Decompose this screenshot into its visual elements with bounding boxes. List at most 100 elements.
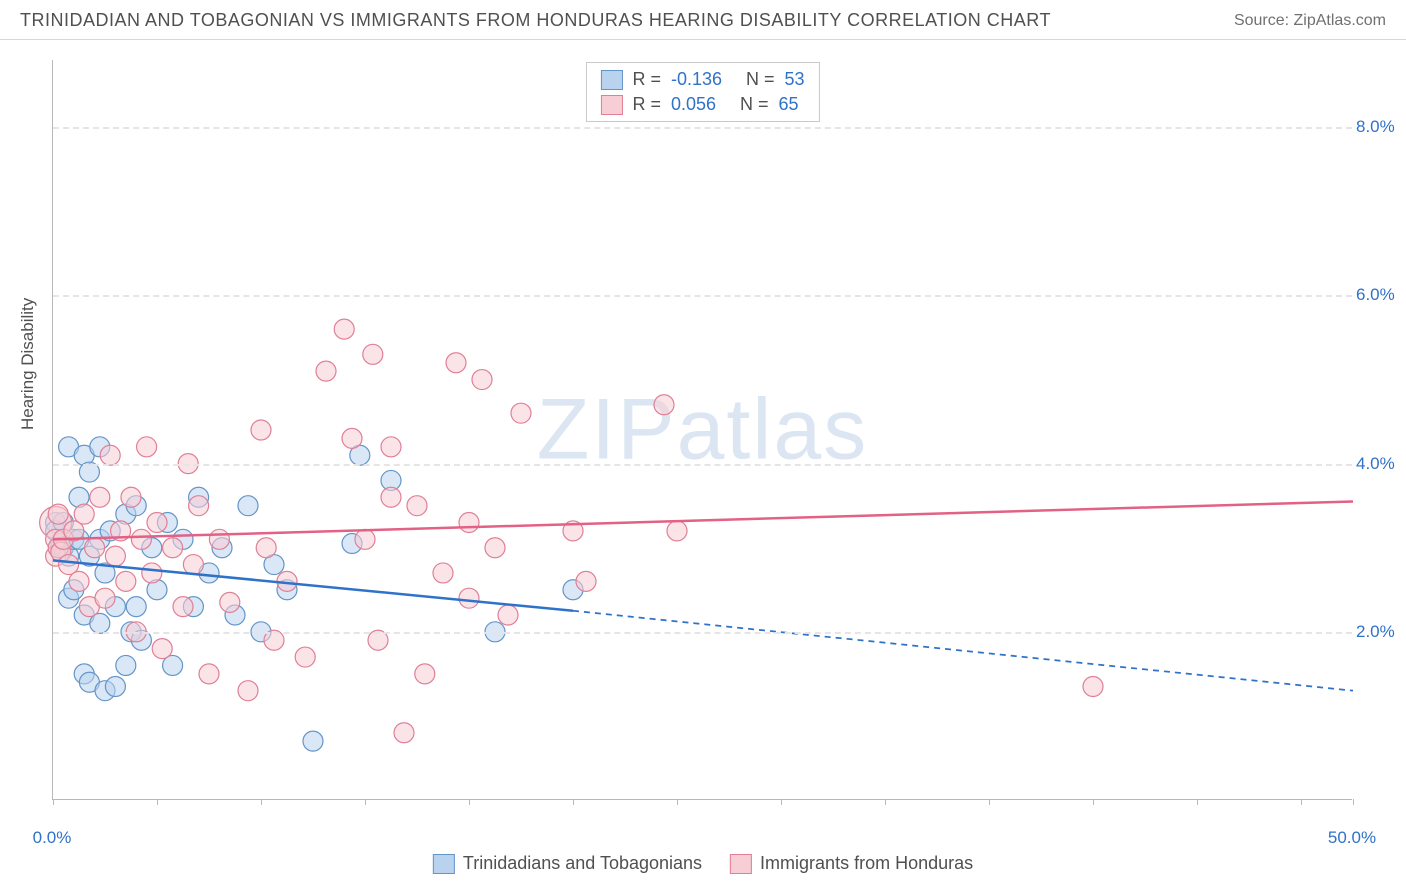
data-point bbox=[316, 361, 336, 381]
x-tick bbox=[261, 799, 262, 805]
data-point bbox=[85, 538, 105, 558]
x-tick bbox=[53, 799, 54, 805]
data-point bbox=[199, 664, 219, 684]
legend-label: Trinidadians and Tobagonians bbox=[463, 853, 702, 874]
data-point bbox=[69, 571, 89, 591]
x-tick bbox=[781, 799, 782, 805]
y-tick-label: 4.0% bbox=[1356, 454, 1406, 474]
legend-swatch bbox=[600, 95, 622, 115]
y-axis-label: Hearing Disability bbox=[18, 298, 38, 430]
data-point bbox=[667, 521, 687, 541]
data-point bbox=[446, 353, 466, 373]
data-point bbox=[303, 731, 323, 751]
x-tick bbox=[885, 799, 886, 805]
data-point bbox=[363, 344, 383, 364]
legend-swatch bbox=[433, 854, 455, 874]
y-tick-label: 2.0% bbox=[1356, 622, 1406, 642]
data-point bbox=[433, 563, 453, 583]
data-point bbox=[163, 538, 183, 558]
data-point bbox=[511, 403, 531, 423]
data-point bbox=[105, 546, 125, 566]
data-point bbox=[251, 420, 271, 440]
data-point bbox=[137, 437, 157, 457]
data-point bbox=[238, 681, 258, 701]
stat-r-value: 0.056 bbox=[671, 94, 716, 115]
data-point bbox=[407, 496, 427, 516]
legend-swatch bbox=[730, 854, 752, 874]
bottom-legend: Trinidadians and Tobagonians Immigrants f… bbox=[433, 853, 973, 874]
data-point bbox=[459, 588, 479, 608]
y-tick-label: 8.0% bbox=[1356, 117, 1406, 137]
data-point bbox=[334, 319, 354, 339]
data-point bbox=[415, 664, 435, 684]
y-tick-label: 6.0% bbox=[1356, 285, 1406, 305]
stat-n-value: 65 bbox=[779, 94, 799, 115]
gridline-h bbox=[53, 127, 1352, 129]
gridline-h bbox=[53, 295, 1352, 297]
data-point bbox=[189, 496, 209, 516]
data-point bbox=[105, 676, 125, 696]
stat-n-value: 53 bbox=[785, 69, 805, 90]
plot-svg bbox=[53, 60, 1352, 799]
gridline-h bbox=[53, 464, 1352, 466]
stat-n-label: N = bbox=[746, 69, 775, 90]
data-point bbox=[100, 445, 120, 465]
data-point bbox=[381, 487, 401, 507]
stats-box: R = -0.136 N = 53 R = 0.056 N = 65 bbox=[585, 62, 819, 122]
data-point bbox=[295, 647, 315, 667]
chart-plot-area: ZIPatlas R = -0.136N = 53R = 0.056N = 65… bbox=[52, 60, 1352, 800]
data-point bbox=[472, 370, 492, 390]
x-tick bbox=[157, 799, 158, 805]
data-point bbox=[355, 529, 375, 549]
data-point bbox=[1083, 676, 1103, 696]
x-tick bbox=[573, 799, 574, 805]
data-point bbox=[394, 723, 414, 743]
trend-line-dashed bbox=[573, 611, 1353, 691]
legend-swatch bbox=[600, 70, 622, 90]
stat-n-label: N = bbox=[740, 94, 769, 115]
data-point bbox=[126, 597, 146, 617]
stat-r-label: R = bbox=[632, 94, 661, 115]
x-tick-label: 50.0% bbox=[1328, 828, 1376, 848]
data-point bbox=[485, 538, 505, 558]
legend-item: Immigrants from Honduras bbox=[730, 853, 973, 874]
stats-row: R = -0.136 N = 53 bbox=[600, 67, 804, 92]
data-point bbox=[95, 588, 115, 608]
data-point bbox=[256, 538, 276, 558]
x-tick bbox=[1197, 799, 1198, 805]
data-point bbox=[183, 555, 203, 575]
x-tick bbox=[365, 799, 366, 805]
data-point bbox=[131, 529, 151, 549]
data-point bbox=[381, 437, 401, 457]
data-point bbox=[220, 592, 240, 612]
x-tick bbox=[989, 799, 990, 805]
data-point bbox=[116, 571, 136, 591]
data-point bbox=[74, 504, 94, 524]
legend-item: Trinidadians and Tobagonians bbox=[433, 853, 702, 874]
data-point bbox=[576, 571, 596, 591]
stat-r-value: -0.136 bbox=[671, 69, 722, 90]
x-tick bbox=[677, 799, 678, 805]
data-point bbox=[654, 395, 674, 415]
data-point bbox=[152, 639, 172, 659]
data-point bbox=[238, 496, 258, 516]
data-point bbox=[498, 605, 518, 625]
x-tick-label: 0.0% bbox=[33, 828, 72, 848]
title-bar: TRINIDADIAN AND TOBAGONIAN VS IMMIGRANTS… bbox=[0, 0, 1406, 40]
stat-r-label: R = bbox=[632, 69, 661, 90]
x-tick bbox=[1301, 799, 1302, 805]
data-point bbox=[147, 513, 167, 533]
source-label: Source: ZipAtlas.com bbox=[1234, 12, 1386, 30]
chart-title: TRINIDADIAN AND TOBAGONIAN VS IMMIGRANTS… bbox=[20, 10, 1051, 31]
data-point bbox=[142, 563, 162, 583]
legend-label: Immigrants from Honduras bbox=[760, 853, 973, 874]
stats-row: R = 0.056 N = 65 bbox=[600, 92, 804, 117]
data-point bbox=[90, 487, 110, 507]
data-point bbox=[48, 504, 68, 524]
gridline-h bbox=[53, 632, 1352, 634]
data-point bbox=[173, 597, 193, 617]
data-point bbox=[116, 655, 136, 675]
x-tick bbox=[469, 799, 470, 805]
data-point bbox=[459, 513, 479, 533]
x-tick bbox=[1353, 799, 1354, 805]
